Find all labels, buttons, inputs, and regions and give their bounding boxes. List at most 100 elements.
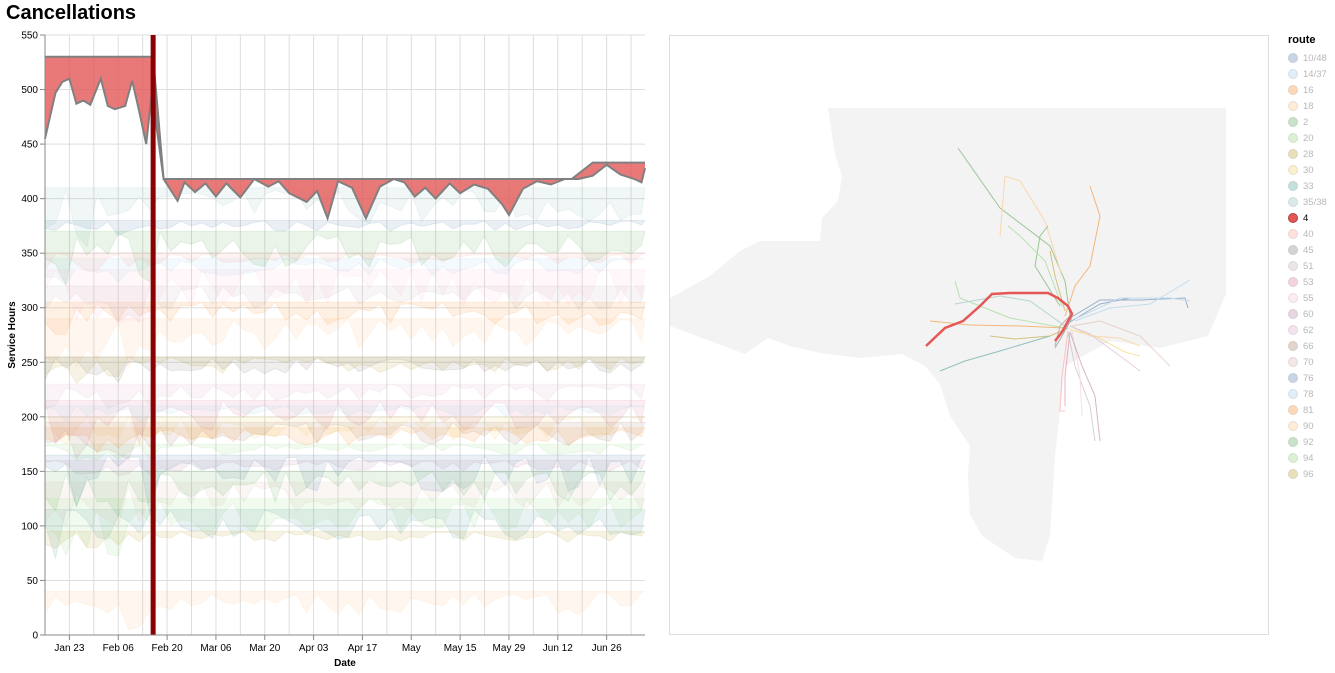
route-map[interactable] xyxy=(669,35,1269,635)
route-line-60 xyxy=(1069,331,1101,442)
legend-item-4[interactable]: 4 xyxy=(1288,210,1335,226)
legend-item-94[interactable]: 94 xyxy=(1288,450,1335,466)
legend-swatch xyxy=(1288,213,1298,223)
page-title: Cancellations xyxy=(6,2,137,24)
legend-label: 81 xyxy=(1303,404,1314,416)
county-land-shape xyxy=(670,108,1226,561)
route-line-33 xyxy=(939,335,1051,372)
legend-item-92[interactable]: 92 xyxy=(1288,434,1335,450)
legend-swatch xyxy=(1288,229,1298,239)
legend-item-33[interactable]: 33 xyxy=(1288,178,1335,194)
series-area-35-38 xyxy=(44,187,646,248)
x-axis-title: Date xyxy=(334,658,356,669)
y-tick-label: 0 xyxy=(32,631,38,642)
y-tick-label: 450 xyxy=(21,140,38,151)
series-area-62 xyxy=(44,383,646,411)
route-line-4[interactable] xyxy=(925,291,1074,347)
series-line-4 xyxy=(44,75,646,222)
area-chart[interactable]: 0 50 100 150 200 250 300 350 400 450 500 550 Jan 23 F… xyxy=(0,0,660,673)
legend-swatch xyxy=(1288,133,1298,143)
route-line-2 xyxy=(957,147,1071,317)
route-line-18 xyxy=(1069,325,1141,347)
legend-item-53[interactable]: 53 xyxy=(1288,274,1335,290)
x-tick-label: Apr 17 xyxy=(348,643,378,654)
legend-item-40[interactable]: 40 xyxy=(1288,226,1335,242)
background-series-layer xyxy=(44,187,647,631)
legend-swatch xyxy=(1288,437,1298,447)
series-area-92 xyxy=(44,470,646,518)
legend-item-51[interactable]: 51 xyxy=(1288,258,1335,274)
legend-swatch xyxy=(1288,197,1298,207)
route-lines xyxy=(929,147,1191,442)
x-tick-label: Feb 06 xyxy=(103,643,135,654)
legend-label: 94 xyxy=(1303,452,1314,464)
legend-label: 53 xyxy=(1303,276,1314,288)
legend-item-45[interactable]: 45 xyxy=(1288,242,1335,258)
legend-swatch xyxy=(1288,181,1298,191)
legend-item-62[interactable]: 62 xyxy=(1288,322,1335,338)
y-tick-label: 300 xyxy=(21,303,38,314)
legend-item-16[interactable]: 16 xyxy=(1288,82,1335,98)
legend-item-90[interactable]: 90 xyxy=(1288,418,1335,434)
legend-item-18[interactable]: 18 xyxy=(1288,98,1335,114)
legend-item-60[interactable]: 60 xyxy=(1288,306,1335,322)
date-selector-rule[interactable] xyxy=(150,35,156,635)
legend-item-76[interactable]: 76 xyxy=(1288,370,1335,386)
legend-swatch xyxy=(1288,277,1298,287)
legend-label: 4 xyxy=(1303,212,1309,224)
series-area-4[interactable] xyxy=(45,56,645,219)
series-area-90 xyxy=(44,590,646,631)
x-tick-label: May xyxy=(402,643,421,654)
series-area-81 xyxy=(44,427,646,455)
legend-swatch xyxy=(1288,373,1298,383)
series-area-60 xyxy=(44,459,646,477)
legend-item-78[interactable]: 78 xyxy=(1288,386,1335,402)
legend-item-28[interactable]: 28 xyxy=(1288,146,1335,162)
legend-swatch xyxy=(1288,357,1298,367)
legend-label: 60 xyxy=(1303,308,1314,320)
legend-swatch xyxy=(1288,245,1298,255)
legend-swatch xyxy=(1288,53,1298,63)
legend-swatch xyxy=(1288,149,1298,159)
legend-item-96[interactable]: 96 xyxy=(1288,466,1335,482)
y-tick-label: 400 xyxy=(21,194,38,205)
legend-swatch xyxy=(1288,421,1298,431)
route-line-40 xyxy=(1059,330,1069,412)
series-area-30 xyxy=(44,415,647,449)
route-line-62 xyxy=(1069,325,1141,372)
legend-swatch xyxy=(1288,85,1298,95)
y-tick-label: 550 xyxy=(21,31,38,42)
x-tick-label: May 15 xyxy=(444,643,477,654)
legend-items: 10/48 14/37 16 18 2 20 28 30 33 35/38 4 40 45 51 53 55 6… xyxy=(1288,50,1335,482)
x-tick-label: Mar 06 xyxy=(200,643,232,654)
chart-axes: 0 50 100 150 200 250 300 350 400 450 500 550 Jan 23 F… xyxy=(7,31,645,669)
y-tick-label: 250 xyxy=(21,358,38,369)
legend-item-14-37[interactable]: 14/37 xyxy=(1288,66,1335,82)
legend-label: 78 xyxy=(1303,388,1314,400)
legend-label: 30 xyxy=(1303,164,1314,176)
legend-item-10-48[interactable]: 10/48 xyxy=(1288,50,1335,66)
legend-label: 40 xyxy=(1303,228,1314,240)
date-selector-layer[interactable] xyxy=(150,35,156,635)
legend-item-66[interactable]: 66 xyxy=(1288,338,1335,354)
x-tick-label: Apr 03 xyxy=(299,643,329,654)
legend-item-20[interactable]: 20 xyxy=(1288,130,1335,146)
legend-label: 45 xyxy=(1303,244,1314,256)
legend-swatch xyxy=(1288,469,1298,479)
series-area-33 xyxy=(44,508,646,561)
legend-label: 51 xyxy=(1303,260,1314,272)
legend-item-55[interactable]: 55 xyxy=(1288,290,1335,306)
legend-item-35-38[interactable]: 35/38 xyxy=(1288,194,1335,210)
chart-grid xyxy=(44,34,645,636)
route-line-94 xyxy=(1007,225,1063,307)
highlighted-series-layer[interactable] xyxy=(44,55,646,222)
legend-label: 92 xyxy=(1303,436,1314,448)
legend-item-81[interactable]: 81 xyxy=(1288,402,1335,418)
legend-item-70[interactable]: 70 xyxy=(1288,354,1335,370)
legend-item-30[interactable]: 30 xyxy=(1288,162,1335,178)
route-map-canvas[interactable] xyxy=(670,36,1268,634)
legend-item-2[interactable]: 2 xyxy=(1288,114,1335,130)
series-area-94 xyxy=(44,498,646,557)
legend-label: 2 xyxy=(1303,116,1309,128)
x-tick-label: Jun 26 xyxy=(592,643,622,654)
